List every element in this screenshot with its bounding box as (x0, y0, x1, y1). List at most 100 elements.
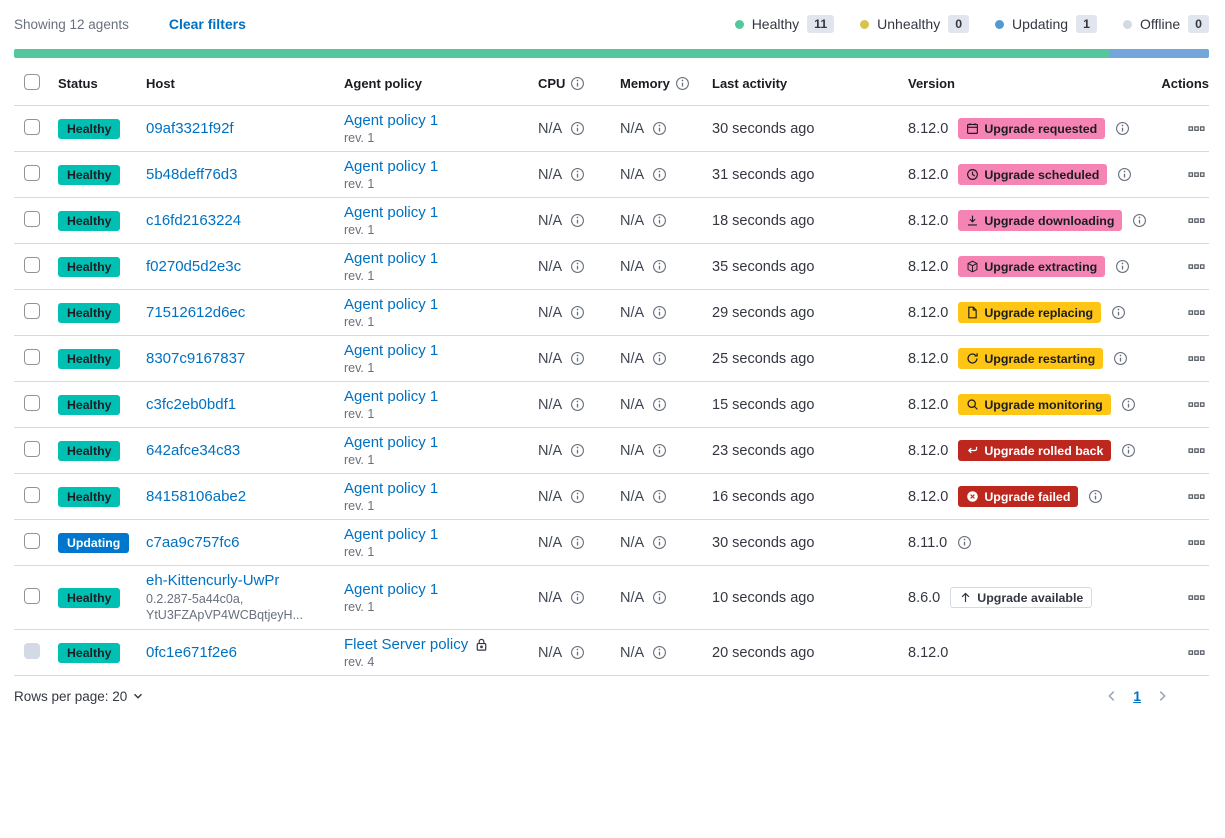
next-page-button[interactable] (1155, 689, 1169, 703)
info-icon[interactable] (570, 590, 585, 605)
row-checkbox[interactable] (24, 257, 40, 273)
row-checkbox[interactable] (24, 211, 40, 227)
info-icon[interactable] (652, 167, 667, 182)
row-checkbox[interactable] (24, 395, 40, 411)
agent-policy-link[interactable]: Fleet Server policy (344, 636, 469, 653)
info-icon[interactable] (957, 535, 972, 550)
info-icon[interactable] (652, 259, 667, 274)
row-actions-button[interactable] (1188, 488, 1205, 505)
host-link[interactable]: 84158106abe2 (146, 488, 247, 505)
legend-item-unhealthy: Unhealthy 0 (860, 15, 970, 33)
row-actions-button[interactable] (1188, 644, 1205, 661)
agent-policy-link[interactable]: Agent policy 1 (344, 388, 439, 405)
info-icon[interactable] (1115, 259, 1130, 274)
chevron-down-icon (131, 689, 145, 703)
info-icon[interactable] (1115, 121, 1130, 136)
select-all-checkbox[interactable] (24, 74, 40, 90)
info-icon[interactable] (570, 351, 585, 366)
info-icon[interactable] (1088, 489, 1103, 504)
host-link[interactable]: c3fc2eb0bdf1 (146, 396, 237, 413)
info-icon[interactable] (652, 645, 667, 660)
info-icon[interactable] (675, 76, 690, 91)
info-icon[interactable] (652, 535, 667, 550)
row-actions-button[interactable] (1188, 166, 1205, 183)
info-icon[interactable] (1113, 351, 1128, 366)
agent-policy-link[interactable]: Agent policy 1 (344, 204, 439, 221)
agent-policy-link[interactable]: Agent policy 1 (344, 250, 439, 267)
info-icon[interactable] (1121, 443, 1136, 458)
info-icon[interactable] (652, 443, 667, 458)
agent-policy-link[interactable]: Agent policy 1 (344, 296, 439, 313)
info-icon[interactable] (652, 397, 667, 412)
row-checkbox[interactable] (24, 533, 40, 549)
row-checkbox[interactable] (24, 303, 40, 319)
info-icon[interactable] (570, 443, 585, 458)
row-checkbox[interactable] (24, 119, 40, 135)
page-number-1[interactable]: 1 (1133, 688, 1141, 704)
host-link[interactable]: eh-Kittencurly-UwPr (146, 572, 280, 589)
info-icon[interactable] (1117, 167, 1132, 182)
agent-policy-link[interactable]: Agent policy 1 (344, 526, 439, 543)
host-link[interactable]: 0fc1e671f2e6 (146, 644, 237, 661)
row-checkbox[interactable] (24, 487, 40, 503)
agent-policy-link[interactable]: Agent policy 1 (344, 581, 439, 598)
row-checkbox[interactable] (24, 165, 40, 181)
agent-policy-link[interactable]: Agent policy 1 (344, 342, 439, 359)
info-icon[interactable] (652, 489, 667, 504)
table-row: Healthy 09af3321f92f Agent policy 1 rev.… (14, 106, 1209, 152)
info-icon[interactable] (570, 645, 585, 660)
last-activity-value: 25 seconds ago (712, 350, 815, 367)
info-icon[interactable] (570, 213, 585, 228)
offline-dot-icon (1122, 19, 1132, 29)
info-icon[interactable] (652, 590, 667, 605)
info-icon[interactable] (652, 213, 667, 228)
row-actions-button[interactable] (1188, 350, 1205, 367)
host-link[interactable]: c16fd2163224 (146, 212, 242, 229)
host-link[interactable]: 642afce34c83 (146, 442, 241, 459)
info-icon[interactable] (570, 121, 585, 136)
info-icon[interactable] (570, 305, 585, 320)
row-actions-button[interactable] (1188, 534, 1205, 551)
info-icon[interactable] (1121, 397, 1136, 412)
info-icon[interactable] (570, 167, 585, 182)
memory-value: N/A (620, 644, 645, 661)
info-icon[interactable] (652, 351, 667, 366)
row-actions-button[interactable] (1188, 258, 1205, 275)
info-icon[interactable] (570, 489, 585, 504)
info-icon[interactable] (570, 535, 585, 550)
row-actions-button[interactable] (1188, 212, 1205, 229)
host-link[interactable]: 8307c9167837 (146, 350, 246, 367)
agent-policy-link[interactable]: Agent policy 1 (344, 434, 439, 451)
info-icon[interactable] (1132, 213, 1147, 228)
info-icon[interactable] (1111, 305, 1126, 320)
host-link[interactable]: f0270d5d2e3c (146, 258, 242, 275)
agent-policy-link[interactable]: Agent policy 1 (344, 480, 439, 497)
previous-page-button[interactable] (1105, 689, 1119, 703)
info-icon[interactable] (570, 397, 585, 412)
host-link[interactable]: 09af3321f92f (146, 120, 234, 137)
info-icon[interactable] (652, 121, 667, 136)
download-icon (966, 214, 979, 227)
row-checkbox[interactable] (24, 588, 40, 604)
return-icon (966, 444, 979, 457)
row-actions-button[interactable] (1188, 396, 1205, 413)
agent-policy-link[interactable]: Agent policy 1 (344, 112, 439, 129)
clear-filters-link[interactable]: Clear filters (168, 16, 246, 32)
legend-count-badge: 0 (948, 15, 970, 33)
row-actions-button[interactable] (1188, 589, 1205, 606)
info-icon[interactable] (570, 76, 585, 91)
host-link[interactable]: 5b48deff76d3 (146, 166, 238, 183)
row-actions-button[interactable] (1188, 442, 1205, 459)
host-link[interactable]: c7aa9c757fc6 (146, 534, 240, 551)
row-checkbox[interactable] (24, 349, 40, 365)
row-checkbox[interactable] (24, 441, 40, 457)
unhealthy-dot-icon (860, 19, 870, 29)
host-link[interactable]: 71512612d6ec (146, 304, 246, 321)
info-icon[interactable] (652, 305, 667, 320)
agent-policy-link[interactable]: Agent policy 1 (344, 158, 439, 175)
health-bar-segment-healthy (14, 49, 1110, 58)
rows-per-page-select[interactable]: Rows per page: 20 (14, 689, 145, 704)
row-actions-button[interactable] (1188, 304, 1205, 321)
row-actions-button[interactable] (1188, 120, 1205, 137)
info-icon[interactable] (570, 259, 585, 274)
